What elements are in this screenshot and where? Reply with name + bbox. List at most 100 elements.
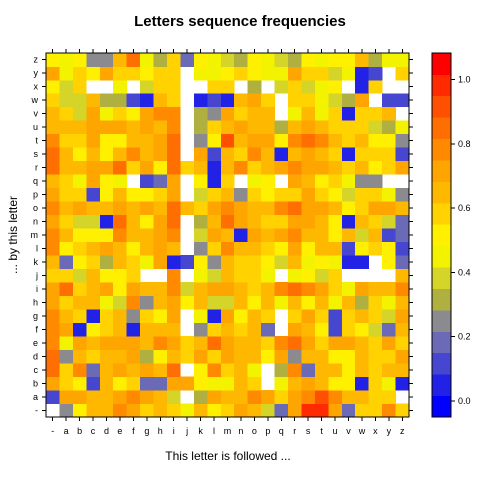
heatmap-cell [153,160,168,175]
heatmap-cell [288,228,302,243]
heatmap-cell [328,201,343,216]
y-tick-label: r [35,163,38,173]
heatmap-cell [113,228,127,243]
heatmap-cell [247,390,262,404]
heatmap-cell [113,282,127,296]
heatmap-cell [59,66,74,81]
heatmap-cell [59,363,74,377]
heatmap-cell [382,228,396,243]
heatmap-cell [274,53,289,67]
heatmap-cell [193,336,208,350]
heatmap-cell [140,53,154,67]
heatmap-cell [382,147,396,162]
heatmap-cell [86,241,101,256]
heatmap-cell [207,201,222,216]
heatmap-cell [72,241,87,256]
heatmap-cell [220,147,235,162]
y-tick-label: e [33,338,38,348]
heatmap-cell [261,336,275,350]
heatmap-cell [99,201,114,216]
heatmap-cell [355,309,369,323]
heatmap-cell [113,403,127,418]
heatmap-cell [126,376,141,391]
heatmap-cell [167,376,181,391]
heatmap-cell [220,309,235,323]
heatmap-cell [99,133,114,148]
heatmap-cell [113,79,127,94]
heatmap-cell [328,282,343,296]
y-tick-label: - [35,405,38,415]
heatmap-cell [288,66,302,81]
heatmap-cell [86,66,101,81]
heatmap-cell [301,214,316,229]
heatmap-cell [314,376,329,391]
heatmap-cell [207,66,222,81]
heatmap-cell [301,241,316,256]
heatmap-cell [207,309,222,323]
heatmap-cell [86,160,101,175]
heatmap-cell [341,53,356,67]
heatmap-cell [314,282,329,296]
heatmap-cell [274,336,289,350]
heatmap-cell [59,147,74,162]
heatmap-cell [126,228,141,243]
heatmap-cell [301,268,316,283]
heatmap-cell [274,282,289,296]
heatmap-cell [328,336,343,350]
heatmap-cell [167,322,181,337]
heatmap-cell [314,349,329,364]
x-tick-label: y [387,426,392,436]
heatmap-cell [234,268,248,283]
heatmap-cell [113,160,127,175]
heatmap-cell [274,133,289,148]
heatmap-cell [341,120,356,135]
heatmap-cell [314,160,329,175]
heatmap-cell [395,349,410,364]
heatmap-cell [261,147,275,162]
y-tick-label: p [33,190,38,200]
heatmap-cell [167,79,181,94]
heatmap-cell [261,295,275,310]
heatmap-cell [314,106,329,121]
heatmap-cell [234,93,248,108]
heatmap-cell [234,403,248,418]
heatmap-cell [59,309,74,323]
heatmap-cell [167,295,181,310]
heatmap-cell [328,147,343,162]
heatmap-cell [314,201,329,216]
heatmap-cell [193,309,208,323]
heatmap-cell [207,93,222,108]
heatmap-cell [126,349,141,364]
heatmap-cell [99,187,114,202]
heatmap-cell [288,241,302,256]
heatmap-cell [193,390,208,404]
heatmap-cell [126,255,141,269]
heatmap-cell [72,282,87,296]
heatmap-cell [167,187,181,202]
x-tick-label: q [279,426,284,436]
heatmap-cell [288,147,302,162]
heatmap-cell [126,214,141,229]
heatmap-cell [288,295,302,310]
heatmap-cell [395,201,410,216]
heatmap-cell [368,201,383,216]
heatmap-cell [368,133,383,148]
heatmap-cell [247,106,262,121]
heatmap-cell [86,390,101,404]
heatmap-cell [180,376,195,391]
heatmap-cell [382,120,396,135]
heatmap-cell [247,79,262,94]
heatmap-cell [167,241,181,256]
heatmap-cell [167,160,181,175]
heatmap-cell [234,160,248,175]
heatmap-cell [46,53,60,67]
heatmap-cell [153,322,168,337]
heatmap-cell [301,133,316,148]
heatmap-cell [355,174,369,189]
heatmap-cell [113,363,127,377]
heatmap-cell [59,349,74,364]
heatmap-cell [247,349,262,364]
heatmap-cell [288,376,302,391]
x-tick-label: n [238,426,243,436]
heatmap-cell [314,268,329,283]
